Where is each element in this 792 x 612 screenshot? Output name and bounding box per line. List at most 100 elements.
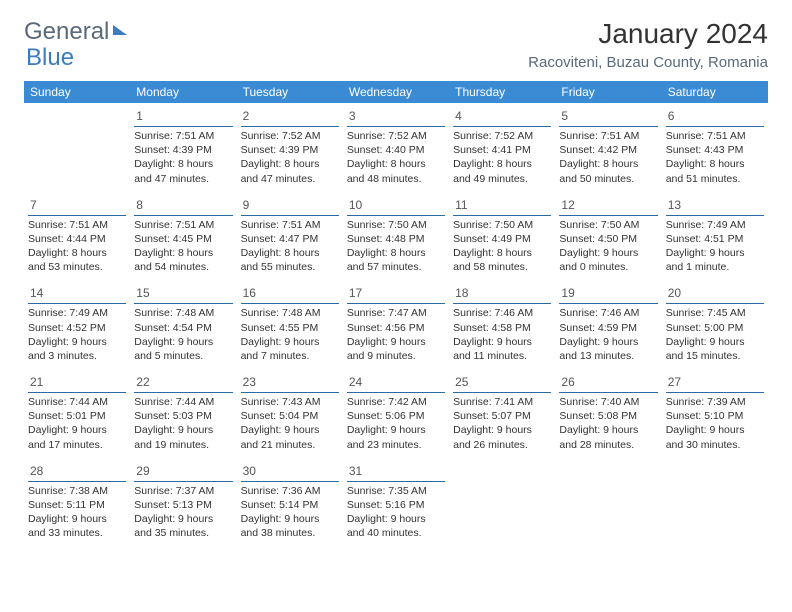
day-info: Sunrise: 7:38 AMSunset: 5:11 PMDaylight:… — [28, 484, 126, 541]
day-info: Sunrise: 7:36 AMSunset: 5:14 PMDaylight:… — [241, 484, 339, 541]
calendar-empty-cell — [24, 103, 130, 192]
calendar-day-cell: 31 Sunrise: 7:35 AMSunset: 5:16 PMDayligh… — [343, 458, 449, 547]
calendar-day-cell: 11 Sunrise: 7:50 AMSunset: 4:49 PMDayligh… — [449, 192, 555, 281]
day-info: Sunrise: 7:52 AMSunset: 4:41 PMDaylight:… — [453, 129, 551, 186]
day-info: Sunrise: 7:35 AMSunset: 5:16 PMDaylight:… — [347, 484, 445, 541]
calendar-day-cell: 14 Sunrise: 7:49 AMSunset: 4:52 PMDayligh… — [24, 280, 130, 369]
day-info: Sunrise: 7:50 AMSunset: 4:50 PMDaylight:… — [559, 218, 657, 275]
day-number: 11 — [455, 198, 467, 212]
day-info: Sunrise: 7:46 AMSunset: 4:59 PMDaylight:… — [559, 306, 657, 363]
day-info: Sunrise: 7:42 AMSunset: 5:06 PMDaylight:… — [347, 395, 445, 452]
location-text: Racoviteni, Buzau County, Romania — [528, 54, 768, 71]
calendar-day-cell: 7Sunrise: 7:51 AMSunset: 4:44 PMDaylight… — [24, 192, 130, 281]
day-info: Sunrise: 7:50 AMSunset: 4:48 PMDaylight:… — [347, 218, 445, 275]
day-number: 26 — [561, 375, 574, 389]
calendar-week-row: 28 Sunrise: 7:38 AMSunset: 5:11 PMDayligh… — [24, 458, 768, 547]
calendar-page: General January 2024 Racoviteni, Buzau C… — [0, 0, 792, 564]
calendar-day-cell: 17 Sunrise: 7:47 AMSunset: 4:56 PMDayligh… — [343, 280, 449, 369]
weekday-header-row: SundayMondayTuesdayWednesdayThursdayFrid… — [24, 81, 768, 103]
day-info: Sunrise: 7:40 AMSunset: 5:08 PMDaylight:… — [559, 395, 657, 452]
day-number: 23 — [243, 375, 256, 389]
calendar-day-cell: 29Sunrise: 7:37 AMSunset: 5:13 PMDayligh… — [130, 458, 236, 547]
day-info: Sunrise: 7:49 AMSunset: 4:51 PMDaylight:… — [666, 218, 764, 275]
calendar-week-row: 1 Sunrise: 7:51 AMSunset: 4:39 PMDaylight… — [24, 103, 768, 192]
brand-part1: General — [24, 18, 109, 46]
calendar-day-cell: 1 Sunrise: 7:51 AMSunset: 4:39 PMDaylight… — [130, 103, 236, 192]
day-info: Sunrise: 7:44 AMSunset: 5:03 PMDaylight:… — [134, 395, 232, 452]
calendar-day-cell: 23 Sunrise: 7:43 AMSunset: 5:04 PMDayligh… — [237, 369, 343, 458]
day-number: 30 — [243, 464, 256, 478]
day-number: 3 — [349, 109, 356, 123]
calendar-day-cell: 28 Sunrise: 7:38 AMSunset: 5:11 PMDayligh… — [24, 458, 130, 547]
day-number: 28 — [30, 464, 43, 478]
calendar-day-cell: 18 Sunrise: 7:46 AMSunset: 4:58 PMDayligh… — [449, 280, 555, 369]
calendar-table: SundayMondayTuesdayWednesdayThursdayFrid… — [24, 81, 768, 546]
calendar-day-cell: 12 Sunrise: 7:50 AMSunset: 4:50 PMDayligh… — [555, 192, 661, 281]
day-info: Sunrise: 7:46 AMSunset: 4:58 PMDaylight:… — [453, 306, 551, 363]
calendar-body: 1 Sunrise: 7:51 AMSunset: 4:39 PMDaylight… — [24, 103, 768, 546]
day-info: Sunrise: 7:41 AMSunset: 5:07 PMDaylight:… — [453, 395, 551, 452]
day-info: Sunrise: 7:52 AMSunset: 4:39 PMDaylight:… — [241, 129, 339, 186]
day-info: Sunrise: 7:39 AMSunset: 5:10 PMDaylight:… — [666, 395, 764, 452]
day-number: 14 — [30, 286, 43, 300]
day-info: Sunrise: 7:48 AMSunset: 4:54 PMDaylight:… — [134, 306, 232, 363]
day-info: Sunrise: 7:49 AMSunset: 4:52 PMDaylight:… — [28, 306, 126, 363]
calendar-day-cell: 15Sunrise: 7:48 AMSunset: 4:54 PMDayligh… — [130, 280, 236, 369]
day-info: Sunrise: 7:51 AMSunset: 4:44 PMDaylight:… — [28, 218, 126, 275]
calendar-day-cell: 27 Sunrise: 7:39 AMSunset: 5:10 PMDayligh… — [662, 369, 768, 458]
day-number: 5 — [561, 109, 568, 123]
weekday-header: Wednesday — [343, 81, 449, 103]
brand-logo: General — [24, 18, 129, 46]
day-number: 10 — [349, 198, 362, 212]
day-info: Sunrise: 7:43 AMSunset: 5:04 PMDaylight:… — [241, 395, 339, 452]
day-number: 4 — [455, 109, 462, 123]
day-info: Sunrise: 7:51 AMSunset: 4:42 PMDaylight:… — [559, 129, 657, 186]
calendar-day-cell: 19Sunrise: 7:46 AMSunset: 4:59 PMDayligh… — [555, 280, 661, 369]
day-info: Sunrise: 7:37 AMSunset: 5:13 PMDaylight:… — [134, 484, 232, 541]
day-number: 18 — [455, 286, 468, 300]
calendar-day-cell: 2 Sunrise: 7:52 AMSunset: 4:39 PMDaylight… — [237, 103, 343, 192]
calendar-day-cell: 26 Sunrise: 7:40 AMSunset: 5:08 PMDayligh… — [555, 369, 661, 458]
day-info: Sunrise: 7:51 AMSunset: 4:43 PMDaylight:… — [666, 129, 764, 186]
calendar-day-cell: 20Sunrise: 7:45 AMSunset: 5:00 PMDayligh… — [662, 280, 768, 369]
day-info: Sunrise: 7:51 AMSunset: 4:45 PMDaylight:… — [134, 218, 232, 275]
day-number: 21 — [30, 375, 43, 389]
day-number: 31 — [349, 464, 362, 478]
day-info: Sunrise: 7:47 AMSunset: 4:56 PMDaylight:… — [347, 306, 445, 363]
weekday-header: Thursday — [449, 81, 555, 103]
calendar-day-cell: 9Sunrise: 7:51 AMSunset: 4:47 PMDaylight… — [237, 192, 343, 281]
weekday-header: Tuesday — [237, 81, 343, 103]
title-block: January 2024 Racoviteni, Buzau County, R… — [528, 18, 768, 71]
calendar-day-cell: 30 Sunrise: 7:36 AMSunset: 5:14 PMDayligh… — [237, 458, 343, 547]
day-number: 22 — [136, 375, 149, 389]
calendar-day-cell: 8 Sunrise: 7:51 AMSunset: 4:45 PMDaylight… — [130, 192, 236, 281]
calendar-week-row: 21Sunrise: 7:44 AMSunset: 5:01 PMDayligh… — [24, 369, 768, 458]
day-info: Sunrise: 7:48 AMSunset: 4:55 PMDaylight:… — [241, 306, 339, 363]
day-info: Sunrise: 7:51 AMSunset: 4:39 PMDaylight:… — [134, 129, 232, 186]
calendar-day-cell: 3Sunrise: 7:52 AMSunset: 4:40 PMDaylight… — [343, 103, 449, 192]
day-number: 1 — [136, 109, 143, 123]
calendar-day-cell: 21Sunrise: 7:44 AMSunset: 5:01 PMDayligh… — [24, 369, 130, 458]
day-number: 17 — [349, 286, 362, 300]
calendar-empty-cell — [662, 458, 768, 547]
calendar-day-cell: 25Sunrise: 7:41 AMSunset: 5:07 PMDayligh… — [449, 369, 555, 458]
weekday-header: Saturday — [662, 81, 768, 103]
day-number: 12 — [561, 198, 574, 212]
calendar-day-cell: 4 Sunrise: 7:52 AMSunset: 4:41 PMDaylight… — [449, 103, 555, 192]
calendar-day-cell: 5 Sunrise: 7:51 AMSunset: 4:42 PMDaylight… — [555, 103, 661, 192]
day-number: 16 — [243, 286, 256, 300]
calendar-day-cell: 16 Sunrise: 7:48 AMSunset: 4:55 PMDayligh… — [237, 280, 343, 369]
calendar-day-cell: 22 Sunrise: 7:44 AMSunset: 5:03 PMDayligh… — [130, 369, 236, 458]
calendar-week-row: 7Sunrise: 7:51 AMSunset: 4:44 PMDaylight… — [24, 192, 768, 281]
day-info: Sunrise: 7:50 AMSunset: 4:49 PMDaylight:… — [453, 218, 551, 275]
day-number: 8 — [136, 198, 143, 212]
day-number: 9 — [243, 198, 250, 212]
day-number: 27 — [668, 375, 681, 389]
day-number: 2 — [243, 109, 250, 123]
day-number: 24 — [349, 375, 362, 389]
day-number: 20 — [668, 286, 681, 300]
calendar-empty-cell — [449, 458, 555, 547]
calendar-day-cell: 10 Sunrise: 7:50 AMSunset: 4:48 PMDayligh… — [343, 192, 449, 281]
weekday-header: Sunday — [24, 81, 130, 103]
month-title: January 2024 — [528, 18, 768, 50]
